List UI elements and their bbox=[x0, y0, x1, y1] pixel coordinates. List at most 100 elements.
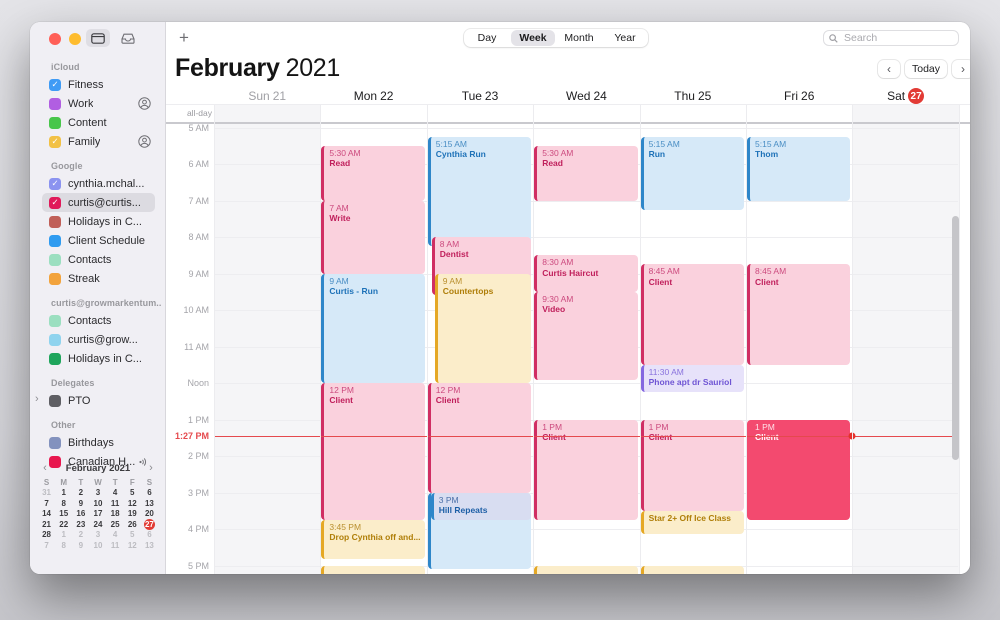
mini-day[interactable]: 23 bbox=[76, 519, 86, 529]
prev-week-button[interactable]: ‹ bbox=[878, 60, 900, 78]
event-read[interactable]: 5:30 AM Read bbox=[534, 145, 638, 201]
mini-day-cell[interactable]: 9 bbox=[72, 540, 89, 551]
event-countertops[interactable]: 9 AM Countertops bbox=[434, 273, 532, 383]
sidebar-item-family[interactable]: ✓ Family bbox=[42, 132, 155, 151]
tab-day[interactable]: Day bbox=[477, 32, 497, 44]
mini-day-cell[interactable]: 21 bbox=[38, 519, 55, 530]
calendar-checkbox[interactable]: ✓ bbox=[49, 135, 61, 148]
inbox-icon[interactable] bbox=[116, 29, 140, 47]
event-write[interactable]: 7 AM Write bbox=[321, 200, 425, 274]
event-yellow-block[interactable] bbox=[321, 565, 425, 574]
mini-day[interactable]: 8 bbox=[61, 498, 66, 508]
calendar-checkbox[interactable] bbox=[49, 436, 61, 449]
sidebar-item-fitness[interactable]: ✓ Fitness bbox=[42, 75, 155, 94]
mini-day[interactable]: 16 bbox=[76, 509, 86, 519]
mini-day-cell[interactable]: 7 bbox=[38, 540, 55, 551]
mini-day-cell[interactable]: 1 bbox=[55, 530, 72, 541]
mini-day-cell[interactable]: 28 bbox=[38, 530, 55, 541]
sidebar-item-holidays-in-c-[interactable]: Holidays in C... bbox=[42, 212, 155, 231]
mini-day[interactable]: 25 bbox=[110, 519, 120, 529]
next-week-button[interactable]: › bbox=[952, 60, 970, 78]
calendar-checkbox[interactable] bbox=[49, 455, 61, 468]
event-drop-cynthia-off-and-[interactable]: 3:45 PM Drop Cynthia off and... bbox=[321, 519, 425, 560]
sidebar-item-curtis-curtis-[interactable]: ✓ curtis@curtis... bbox=[42, 193, 155, 212]
mini-day-cell[interactable]: 20 bbox=[141, 509, 158, 520]
close-button[interactable] bbox=[49, 33, 61, 45]
tab-month[interactable]: Month bbox=[564, 32, 594, 44]
calendar-checkbox[interactable] bbox=[49, 333, 61, 346]
mini-day[interactable]: 12 bbox=[127, 540, 137, 550]
calendar-checkbox[interactable]: ✓ bbox=[49, 196, 61, 209]
mini-day[interactable]: 18 bbox=[110, 509, 120, 519]
mini-today[interactable]: 27 bbox=[143, 518, 155, 530]
mini-day-cell[interactable]: 1 bbox=[55, 488, 72, 499]
mini-day[interactable]: 6 bbox=[147, 488, 152, 498]
mini-day-cell[interactable]: 11 bbox=[107, 498, 124, 509]
mini-day[interactable]: 13 bbox=[144, 498, 154, 508]
today-button[interactable]: Today bbox=[905, 60, 948, 78]
mini-day-cell[interactable]: 18 bbox=[107, 509, 124, 520]
mini-day-cell[interactable]: 3 bbox=[89, 488, 106, 499]
mini-day[interactable]: 15 bbox=[59, 509, 69, 519]
calendar-checkbox[interactable] bbox=[49, 97, 61, 110]
mini-day-cell[interactable]: 23 bbox=[72, 519, 89, 530]
mini-day-cell[interactable]: 12 bbox=[124, 540, 141, 551]
sidebar-item-birthdays[interactable]: Birthdays bbox=[42, 433, 155, 452]
event-thom[interactable]: 5:15 AM Thom bbox=[747, 136, 851, 201]
mini-day[interactable]: 14 bbox=[42, 509, 52, 519]
mini-day[interactable]: 31 bbox=[42, 488, 52, 498]
mini-next-button[interactable]: › bbox=[149, 462, 153, 474]
sidebar-item-content[interactable]: Content bbox=[42, 113, 155, 132]
minimize-button[interactable] bbox=[69, 33, 81, 45]
event-phone-apt-dr-sauriol[interactable]: 11:30 AM Phone apt dr Sauriol bbox=[640, 364, 744, 393]
mini-day[interactable]: 11 bbox=[110, 498, 120, 508]
mini-day[interactable]: 9 bbox=[78, 540, 84, 550]
tab-week[interactable]: Week bbox=[511, 30, 555, 46]
mini-day[interactable]: 7 bbox=[44, 540, 49, 550]
event-hill-repeats[interactable]: 3 PM Hill Repeats bbox=[430, 492, 532, 520]
mini-day[interactable]: 24 bbox=[93, 519, 103, 529]
mini-day-cell[interactable]: 26 bbox=[124, 519, 141, 530]
sidebar-item-work[interactable]: Work bbox=[42, 94, 155, 113]
mini-day-cell[interactable]: 19 bbox=[124, 509, 141, 520]
mini-day-cell[interactable]: 5 bbox=[124, 530, 141, 541]
event-curtis-run[interactable]: 9 AM Curtis - Run bbox=[321, 273, 425, 383]
mini-day[interactable]: 28 bbox=[42, 530, 52, 540]
event-yellow-block[interactable] bbox=[534, 565, 638, 574]
calendar-checkbox[interactable] bbox=[49, 116, 61, 129]
mini-day[interactable]: 5 bbox=[130, 530, 135, 540]
mini-day[interactable]: 4 bbox=[112, 488, 118, 498]
disclosure-chevron-icon[interactable]: › bbox=[35, 393, 39, 405]
mini-day[interactable]: 6 bbox=[147, 530, 152, 540]
mini-day-cell[interactable]: 9 bbox=[72, 498, 89, 509]
mini-day-cell[interactable]: 2 bbox=[72, 530, 89, 541]
mini-day[interactable]: 9 bbox=[78, 498, 84, 508]
calendar-checkbox[interactable] bbox=[49, 314, 61, 327]
mini-day[interactable]: 20 bbox=[144, 509, 154, 519]
calendar-view-icon[interactable] bbox=[86, 29, 110, 47]
mini-day[interactable]: 17 bbox=[93, 509, 103, 519]
mini-day-cell[interactable]: 5 bbox=[124, 488, 141, 499]
event-curtis-haircut[interactable]: 8:30 AM Curtis Haircut bbox=[534, 255, 638, 292]
event-client[interactable]: 12 PM Client bbox=[321, 383, 425, 520]
event-client[interactable]: 8:45 AM Client bbox=[640, 264, 744, 365]
mini-day-cell[interactable]: 13 bbox=[141, 498, 158, 509]
tab-year[interactable]: Year bbox=[614, 32, 636, 44]
sidebar-item-contacts[interactable]: Contacts bbox=[42, 311, 155, 330]
event-cynthia-run[interactable]: 5:15 AM Cynthia Run bbox=[427, 136, 532, 247]
mini-day-cell[interactable]: 8 bbox=[55, 540, 72, 551]
mini-day[interactable]: 22 bbox=[59, 519, 69, 529]
mini-day-cell[interactable]: 25 bbox=[107, 519, 124, 530]
mini-day-cell[interactable]: 24 bbox=[89, 519, 106, 530]
mini-day[interactable]: 4 bbox=[112, 530, 118, 540]
sidebar-item-client-schedule[interactable]: Client Schedule bbox=[42, 231, 155, 250]
mini-day[interactable]: 3 bbox=[95, 488, 101, 498]
mini-day[interactable]: 10 bbox=[93, 498, 103, 508]
event-read[interactable]: 5:30 AM Read bbox=[321, 145, 425, 201]
sidebar-item-streak[interactable]: Streak bbox=[42, 269, 155, 288]
mini-day[interactable]: 2 bbox=[78, 530, 84, 540]
mini-day-cell[interactable]: 12 bbox=[124, 498, 141, 509]
